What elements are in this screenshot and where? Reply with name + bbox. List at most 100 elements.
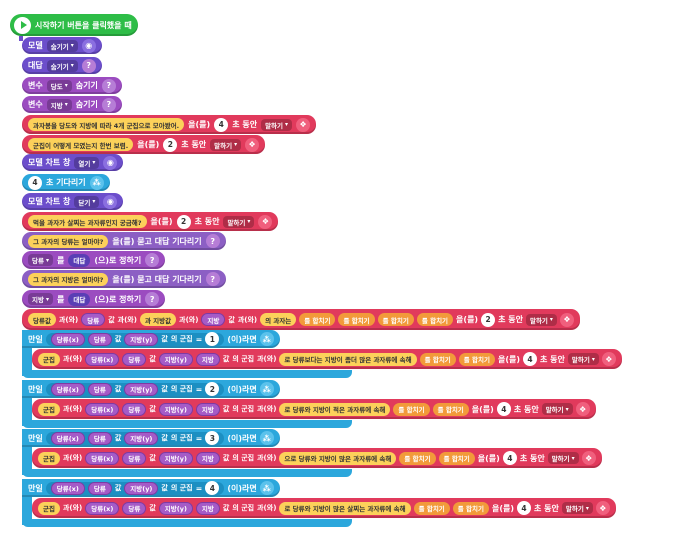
variable-reporter[interactable]: 당류 [87, 382, 112, 396]
text-value[interactable]: 군집 [38, 501, 60, 515]
question-text[interactable]: 그 과자의 당류는 얼마야? [28, 234, 109, 248]
say-cluster-result-block[interactable]: 군집 과(와) 당류(x) 당류 값 지방(y) 지방 값 의 군집 과(와) … [32, 349, 622, 369]
join-reporter[interactable]: 를 합치기 [419, 352, 456, 366]
say-text[interactable]: 과자봉을 당도와 지방에 따라 4개 군집으로 모아봤어. [28, 118, 185, 131]
cluster-number-input[interactable]: 4 [205, 481, 220, 495]
set-variable-block[interactable]: 지방 를 대답 (으)로 정하기 ? [22, 290, 166, 308]
set-variable-block[interactable]: 당류 를 대답 (으)로 정하기 ? [22, 251, 166, 269]
if-block-4[interactable]: 만일 당류(x) 당류 값 지방(y) 값 의 군집 = 4 (이)라면 ⁂ [22, 479, 280, 497]
variable-reporter[interactable]: 당류 [81, 313, 106, 326]
say-text[interactable]: 먹을 과자가 살찌는 과자류인지 궁금해? [28, 215, 147, 228]
variable-reporter[interactable]: 당류(x) [50, 382, 85, 396]
variable-reporter[interactable]: 지방 [195, 352, 220, 366]
variable-reporter[interactable]: 당류(x) [50, 332, 85, 346]
variable-dropdown[interactable]: 지방 [46, 98, 72, 111]
variable-reporter[interactable]: 지방(y) [158, 402, 193, 416]
variable-reporter[interactable]: 당류 [87, 431, 112, 445]
say-mode-dropdown[interactable]: 말하기 [525, 313, 557, 326]
seconds-input[interactable]: 2 [176, 214, 191, 229]
variable-reporter[interactable]: 지방(y) [158, 352, 193, 366]
variable-reporter[interactable]: 당류 [122, 451, 147, 465]
join-reporter[interactable]: 를 합치기 [338, 313, 375, 326]
answer-reporter[interactable]: 대답 [68, 253, 91, 267]
join-reporter[interactable]: 를 합치기 [399, 451, 436, 465]
cluster-number-input[interactable]: 3 [205, 431, 220, 445]
wait-seconds-block[interactable]: 4 초 기다리기 ⁂ [22, 174, 110, 191]
say-mode-dropdown[interactable]: 말하기 [261, 118, 293, 131]
dropdown[interactable]: 닫기 [74, 195, 100, 208]
say-mode-dropdown[interactable]: 말하기 [561, 502, 593, 514]
variable-hide-block[interactable]: 변수 지방 숨기기 ? [22, 96, 122, 113]
say-mode-dropdown[interactable]: 말하기 [547, 452, 579, 464]
say-text[interactable]: 군집이 어떻게 모였는지 한번 보렴. [28, 138, 134, 151]
say-mode-dropdown[interactable]: 말하기 [567, 353, 599, 365]
dropdown[interactable]: 숨기기 [46, 39, 78, 52]
seconds-input[interactable]: 4 [214, 117, 229, 132]
say-cluster-result-block[interactable]: 군집 과(와) 당류(x) 당류 값 지방(y) 지방 값 의 군집 과(와) … [32, 399, 596, 419]
variable-hide-block[interactable]: 변수 당도 숨기기 ? [22, 77, 122, 94]
variable-reporter[interactable]: 지방(y) [124, 332, 159, 346]
compare-reporter[interactable]: 당류(x) 당류 값 지방(y) 값 의 군집 = 3 [45, 431, 225, 445]
variable-dropdown[interactable]: 당도 [46, 79, 72, 92]
say-cluster-result-block[interactable]: 군집 과(와) 당류(x) 당류 값 지방(y) 지방 값 의 군집 과(와) … [32, 448, 602, 468]
seconds-input[interactable]: 4 [517, 501, 532, 515]
join-reporter[interactable]: 를 합치기 [452, 501, 489, 515]
seconds-input[interactable]: 4 [523, 352, 538, 366]
answer-hide-block[interactable]: 대답 숨기기 ? [22, 57, 102, 74]
compare-reporter[interactable]: 당류(x) 당류 값 지방(y) 값 의 군집 = 1 [45, 332, 225, 346]
if-block-2[interactable]: 만일 당류(x) 당류 값 지방(y) 값 의 군집 = 2 (이)라면 ⁂ [22, 380, 280, 398]
say-text[interactable]: 으로 당류와 지방이 많은 과자류에 속해 [279, 451, 397, 465]
compare-reporter[interactable]: 당류(x) 당류 값 지방(y) 값 의 군집 = 4 [45, 481, 225, 495]
variable-reporter[interactable]: 당류 [122, 352, 147, 366]
join-reporter[interactable]: 를 합치기 [413, 501, 450, 515]
variable-reporter[interactable]: 지방(y) [124, 382, 159, 396]
when-start-clicked-block[interactable]: 시작하기 버튼을 클릭했을 때 [10, 14, 138, 36]
say-mode-dropdown[interactable]: 말하기 [223, 215, 255, 228]
variable-reporter[interactable]: 당류 [122, 501, 147, 515]
if-block-1[interactable]: 만일 당류(x) 당류 값 지방(y) 값 의 군집 = 1 (이)라면 ⁂ [22, 330, 280, 348]
variable-dropdown[interactable]: 지방 [28, 293, 53, 305]
say-text[interactable]: 로 당류와 지방이 많은 살찌는 과자류에 속해 [279, 501, 411, 515]
variable-reporter[interactable]: 지방(y) [158, 501, 193, 515]
join-reporter[interactable]: 를 합치기 [377, 313, 414, 326]
seconds-input[interactable]: 4 [502, 451, 517, 465]
variable-reporter[interactable]: 당류 [87, 332, 112, 346]
join-reporter[interactable]: 를 합치기 [458, 352, 495, 366]
say-for-seconds-block[interactable]: 과자봉을 당도와 지방에 따라 4개 군집으로 모아봤어. 을(를) 4 초 동… [22, 115, 317, 134]
join-reporter[interactable]: 를 합치기 [299, 313, 336, 326]
variable-dropdown[interactable]: 당류 [28, 254, 53, 266]
text-value[interactable]: 당류값 [28, 313, 56, 326]
model-chart-open-block[interactable]: 모델 차트 창 열기 ◉ [22, 154, 124, 171]
text-value[interactable]: 군집 [38, 451, 60, 465]
say-text[interactable]: 로 당류보다는 지방이 좀더 많은 과자류에 속해 [279, 352, 417, 366]
ask-and-wait-block[interactable]: 그 과자의 당류는 얼마야? 을(를) 묻고 대답 기다리기 ? [22, 232, 226, 250]
dropdown[interactable]: 숨기기 [46, 59, 78, 72]
say-for-seconds-block[interactable]: 먹을 과자가 살찌는 과자류인지 궁금해? 을(를) 2 초 동안 말하기 ❖ [22, 212, 279, 231]
say-text[interactable]: 로 당류와 지방이 적은 과자류에 속해 [279, 402, 391, 416]
question-text[interactable]: 그 과자의 지방은 얼마야? [28, 272, 109, 286]
text-value[interactable]: 과 지방값 [139, 313, 177, 326]
say-joined-text-block[interactable]: 당류값 과(와) 당류 값 과(와) 과 지방값 과(와) 지방 값 과(와) … [22, 309, 580, 330]
say-mode-dropdown[interactable]: 말하기 [541, 403, 573, 415]
variable-reporter[interactable]: 당류(x) [85, 352, 120, 366]
seconds-input[interactable]: 4 [496, 402, 511, 416]
seconds-input[interactable]: 2 [163, 137, 178, 152]
variable-reporter[interactable]: 당류 [122, 402, 147, 416]
join-reporter[interactable]: 를 합치기 [438, 451, 475, 465]
ask-and-wait-block[interactable]: 그 과자의 지방은 얼마야? 을(를) 묻고 대답 기다리기 ? [22, 270, 226, 288]
compare-reporter[interactable]: 당류(x) 당류 값 지방(y) 값 의 군집 = 2 [45, 382, 225, 396]
variable-reporter[interactable]: 당류 [87, 481, 112, 495]
variable-reporter[interactable]: 지방(y) [158, 451, 193, 465]
variable-reporter[interactable]: 당류(x) [85, 501, 120, 515]
cluster-number-input[interactable]: 2 [205, 382, 220, 396]
variable-reporter[interactable]: 지방(y) [124, 481, 159, 495]
variable-reporter[interactable]: 지방 [195, 451, 220, 465]
variable-reporter[interactable]: 당류(x) [85, 451, 120, 465]
variable-reporter[interactable]: 당류(x) [50, 481, 85, 495]
variable-reporter[interactable]: 지방 [195, 501, 220, 515]
text-value[interactable]: 군집 [38, 352, 60, 366]
join-reporter[interactable]: 를 합치기 [432, 402, 469, 416]
variable-reporter[interactable]: 지방(y) [124, 431, 159, 445]
join-reporter[interactable]: 를 합치기 [393, 402, 430, 416]
say-cluster-result-block[interactable]: 군집 과(와) 당류(x) 당류 값 지방(y) 지방 값 의 군집 과(와) … [32, 498, 616, 518]
